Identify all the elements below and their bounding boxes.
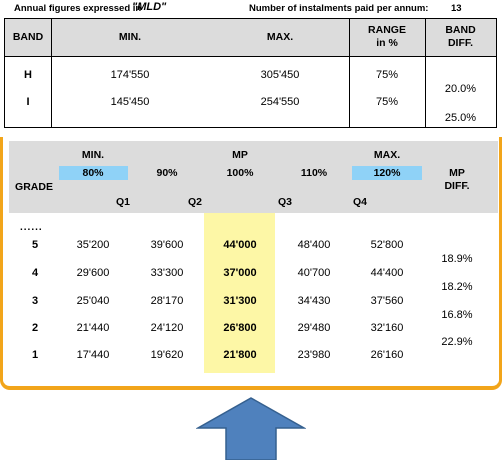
mp-column-highlight (204, 213, 275, 373)
mp-diff-label-2: DIFF. (444, 180, 470, 192)
grade-1-90: 19'620 (150, 349, 184, 361)
grade-2-80: 21'440 (76, 322, 110, 334)
grade-3-90: 28'170 (150, 295, 184, 307)
min-highlight (59, 166, 128, 180)
percent-90: 90% (156, 167, 178, 179)
grade-2-90: 24'120 (150, 322, 184, 334)
grade-1-110: 23'980 (297, 349, 331, 361)
max-highlight (352, 166, 422, 180)
band-row-i-min: 145'450 (110, 96, 150, 108)
col-range-line1: RANGE (368, 24, 406, 36)
band-diff-1: 20.0% (444, 83, 477, 95)
annual-figures-label: Annual figures expressed in (14, 3, 142, 14)
grade-4: 4 (31, 267, 39, 279)
band-row-h-max: 305'450 (260, 69, 300, 81)
band-divider (51, 19, 52, 127)
grade-4-80: 29'600 (76, 267, 110, 279)
mp-diff-3: 16.8% (441, 309, 473, 321)
top-label-min: MIN. (81, 149, 105, 161)
band-table-header (5, 19, 496, 57)
grade-3-120: 37'560 (370, 295, 404, 307)
grade-5: 5 (31, 239, 39, 251)
percent-100: 100% (226, 167, 254, 179)
col-max: MAX. (266, 31, 294, 43)
band-row-h-range: 75% (375, 69, 399, 81)
grade-2-mp: 26'800 (223, 322, 257, 334)
col-range-line2: in % (376, 37, 398, 49)
grade-4-110: 40'700 (297, 267, 331, 279)
band-table: BAND MIN. MAX. RANGE in % BAND DIFF. H 1… (4, 18, 497, 128)
band-row-h-min: 174'550 (110, 69, 150, 81)
annual-figures-line: Annual figures expressed in "MLD" Number… (0, 0, 502, 16)
mp-diff-2: 18.2% (441, 281, 473, 293)
grade-3: 3 (31, 295, 39, 307)
band-row-i-band: I (26, 96, 30, 108)
mp-diff-4: 22.9% (441, 336, 473, 348)
grade-2: 2 (31, 322, 39, 334)
grade-3-80: 25'040 (76, 295, 110, 307)
quartile-q2: Q2 (187, 196, 202, 208)
band-row-h-band: H (24, 69, 32, 81)
quartile-q1: Q1 (115, 196, 130, 208)
grade-5-90: 39'600 (150, 239, 184, 251)
grade-4-120: 44'400 (370, 267, 404, 279)
band-row-i-range: 75% (375, 96, 399, 108)
currency-label: "MLD" (132, 1, 167, 13)
grade-3-110: 34'430 (297, 295, 331, 307)
continuation-dots: ...... (20, 222, 43, 233)
grade-3-mp: 31'300 (223, 295, 257, 307)
grade-4-mp: 37'000 (223, 267, 257, 279)
grade-2-120: 32'160 (370, 322, 404, 334)
grade-5-mp: 44'000 (223, 239, 257, 251)
instalments-label: Number of instalments paid per annum: (249, 3, 429, 14)
instalments-value: 13 (451, 3, 462, 14)
range-divider (349, 19, 350, 127)
col-band-diff-line1: BAND (445, 24, 476, 36)
quartile-q4: Q4 (352, 196, 367, 208)
percent-120: 120% (373, 167, 401, 179)
grade-1-80: 17'440 (76, 349, 110, 361)
col-band-diff-line2: DIFF. (447, 37, 474, 49)
band-diff-2: 25.0% (444, 112, 477, 124)
percent-80: 80% (82, 167, 104, 179)
percent-110: 110% (300, 167, 328, 179)
mp-diff-label-1: MP (449, 167, 465, 179)
up-arrow-icon (196, 397, 306, 460)
quartile-q3: Q3 (277, 196, 292, 208)
col-range: RANGE in % (349, 24, 425, 50)
col-min: MIN. (118, 31, 142, 43)
top-label-mp: MP (232, 149, 248, 161)
grade-5-120: 52'800 (370, 239, 404, 251)
band-row-i-max: 254'550 (260, 96, 300, 108)
top-label-max: MAX. (373, 149, 401, 161)
grade-1-mp: 21'800 (223, 349, 257, 361)
grade-2-110: 29'480 (297, 322, 331, 334)
grade-1-120: 26'160 (370, 349, 404, 361)
grade-label: GRADE (15, 181, 53, 193)
col-band: BAND (12, 31, 44, 43)
diff-divider (425, 19, 426, 127)
mp-diff-1: 18.9% (441, 253, 473, 265)
grade-5-110: 48'400 (297, 239, 331, 251)
grade-4-90: 33'300 (150, 267, 184, 279)
col-band-diff: BAND DIFF. (425, 24, 496, 50)
grade-1: 1 (31, 349, 39, 361)
grade-5-80: 35'200 (76, 239, 110, 251)
